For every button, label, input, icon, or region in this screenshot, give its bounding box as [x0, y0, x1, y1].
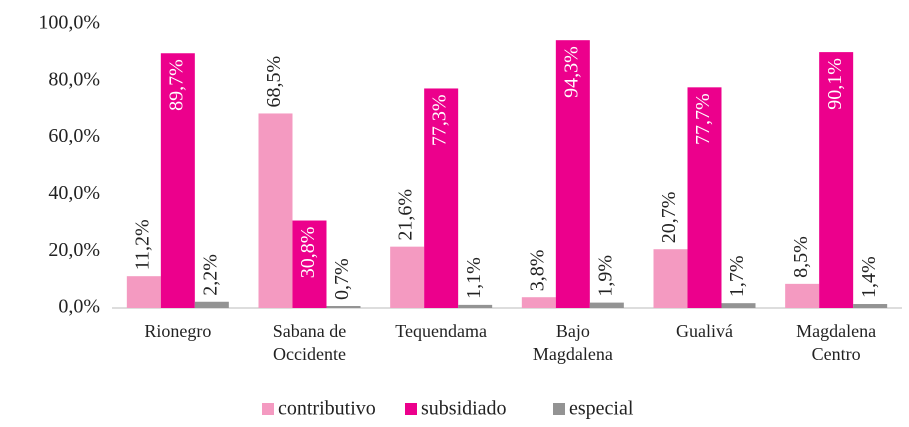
data-label: 1,1% [463, 257, 485, 299]
data-label: 3,8% [526, 250, 548, 292]
bar [458, 304, 493, 308]
bar [721, 303, 756, 308]
y-tick-label: 100,0% [38, 12, 100, 34]
data-label: 1,7% [726, 256, 748, 298]
x-tick-label: Tequendama [395, 321, 487, 341]
bar [326, 306, 361, 308]
bar [653, 249, 688, 308]
y-tick-label: 80,0% [48, 68, 100, 90]
data-label: 90,1% [824, 58, 846, 110]
bar [521, 297, 556, 308]
y-tick-label: 40,0% [48, 182, 100, 204]
data-label: 2,2% [199, 254, 221, 296]
data-label: 21,6% [395, 189, 417, 241]
bar [258, 113, 293, 309]
bar [555, 40, 590, 309]
bar [687, 87, 722, 308]
data-label: 1,4% [858, 256, 880, 298]
bar [819, 52, 854, 309]
legend-label: contributivo [278, 398, 376, 420]
y-tick-label: 20,0% [48, 239, 100, 261]
bar [589, 302, 624, 308]
bar [160, 53, 195, 308]
data-label: 30,8% [297, 227, 319, 279]
y-tick-label: 60,0% [48, 125, 100, 147]
bar [194, 301, 229, 308]
legend-label: especial [569, 398, 634, 420]
data-label: 11,2% [131, 219, 153, 270]
data-label: 8,5% [790, 236, 812, 278]
x-tick-label: Bajo Magdalena [532, 321, 613, 364]
bar [292, 220, 327, 308]
legend-swatch [262, 403, 274, 415]
data-label: 77,3% [429, 94, 451, 146]
data-label: 94,3% [560, 46, 582, 98]
bar [785, 283, 820, 308]
x-tick-label: Rionegro [144, 321, 212, 341]
data-label: 1,9% [594, 255, 616, 297]
data-label: 68,5% [263, 56, 285, 108]
x-tick-label: Magdalena Centro [796, 321, 877, 364]
y-tick-label: 0,0% [58, 296, 100, 318]
data-label: 0,7% [331, 258, 353, 300]
data-label: 20,7% [658, 192, 680, 244]
legend-label: subsidiado [421, 398, 507, 420]
bar [424, 88, 459, 308]
bar [853, 304, 888, 308]
bar [126, 276, 161, 308]
bar [390, 246, 425, 308]
legend-swatch [553, 403, 565, 415]
x-tick-label: Sabana de Occidente [272, 321, 347, 364]
data-label: 77,7% [692, 93, 714, 145]
x-tick-label: Gualivá [676, 321, 733, 341]
legend-swatch [405, 403, 417, 415]
data-label: 89,7% [165, 59, 187, 111]
